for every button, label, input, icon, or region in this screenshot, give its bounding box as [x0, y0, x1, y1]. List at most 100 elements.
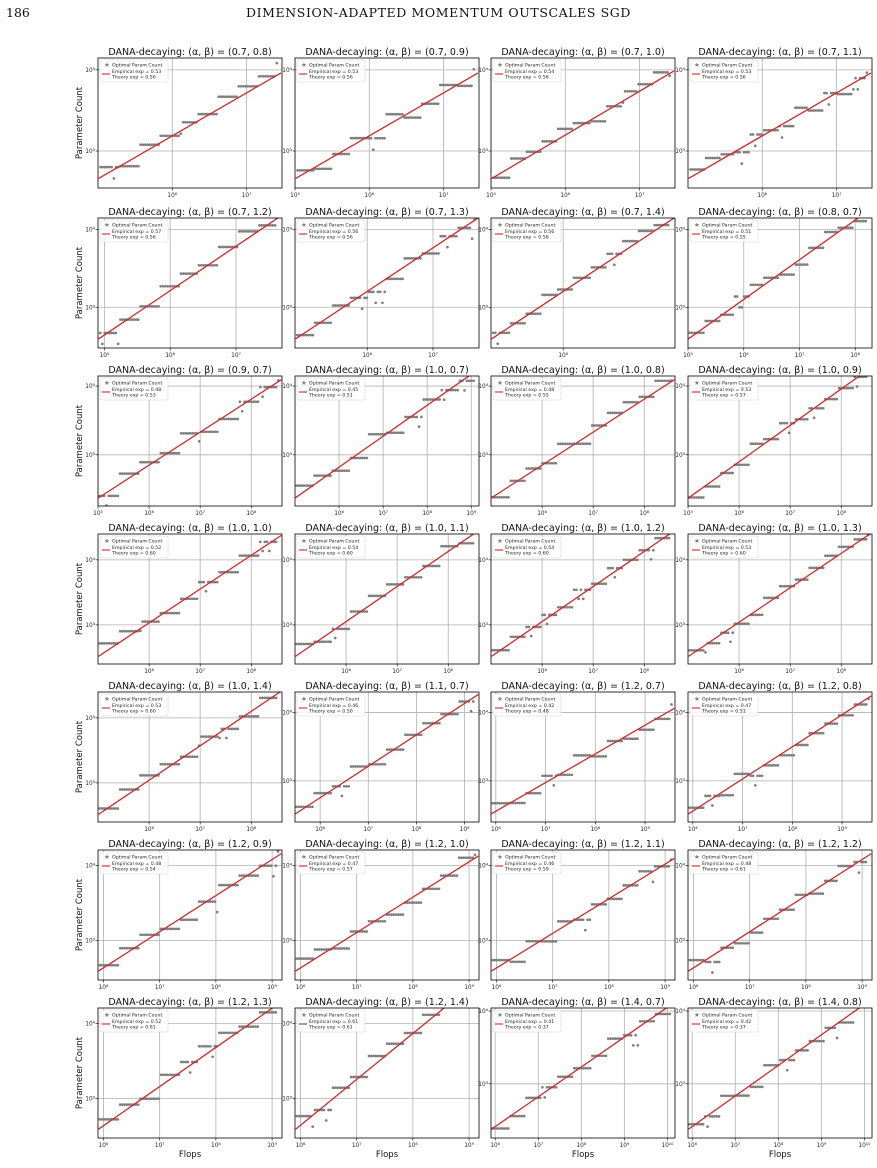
data-point: [765, 437, 768, 441]
data-point: [504, 495, 508, 499]
data-point: [523, 479, 526, 483]
data-point: [103, 165, 107, 169]
data-point: [559, 442, 562, 446]
data-point: [523, 321, 526, 325]
data-point: [753, 283, 757, 287]
data-point: [170, 611, 174, 615]
data-point: [538, 625, 542, 629]
data-point: [118, 946, 122, 950]
data-point: [657, 223, 661, 227]
y-tick-label: 10⁴: [85, 226, 95, 233]
data-point: [233, 883, 237, 887]
data-point: [387, 112, 391, 116]
data-point: [143, 774, 147, 777]
data-point: [141, 143, 145, 147]
data-point: [630, 89, 634, 93]
x-tick-label: 10⁶: [757, 192, 767, 199]
legend-theory-exp: Theory exp = 0.57: [308, 867, 353, 873]
data-point: [767, 764, 771, 767]
data-point: [258, 540, 262, 544]
data-point: [231, 1031, 235, 1035]
data-point: [584, 754, 587, 757]
data-point: [191, 597, 194, 601]
data-point: [787, 908, 791, 912]
data-point: [141, 305, 145, 308]
data-point: [244, 84, 247, 88]
data-point: [829, 91, 833, 95]
data-point: [379, 762, 382, 766]
data-point: [250, 84, 254, 88]
data-point: [403, 257, 407, 260]
data-point: [623, 89, 627, 93]
data-point: [817, 406, 820, 410]
data-point: [601, 266, 605, 269]
data-point: [175, 611, 178, 615]
data-point: [177, 134, 180, 138]
fit-line: [491, 534, 671, 657]
chart-panel: DANA-decaying: (α, β) = (1.2, 1.1)10⁶ 10⁷…: [478, 839, 676, 991]
data-point: [186, 918, 190, 922]
data-point: [401, 277, 404, 281]
data-point: [116, 963, 120, 967]
data-point: [260, 1011, 264, 1014]
data-point: [139, 933, 142, 937]
data-point: [369, 136, 373, 140]
x-axis-label: Flops: [376, 1150, 399, 1160]
data-point: [846, 386, 850, 390]
data-point: [116, 1118, 120, 1121]
data-point: [744, 463, 748, 467]
data-point: [812, 416, 816, 420]
data-point: [197, 440, 201, 443]
data-point: [525, 1096, 528, 1100]
data-point: [254, 714, 258, 718]
data-point: [702, 331, 705, 335]
data-point: [401, 431, 405, 435]
data-point: [143, 620, 147, 623]
data-point: [376, 136, 380, 140]
data-point: [297, 642, 301, 646]
fit-line: [688, 1008, 861, 1130]
chart-panel: DANA-decaying: (α, β) = (0.8, 0.7)10⁵ 10⁶…: [675, 207, 873, 359]
data-point: [570, 127, 573, 131]
data-point: [749, 283, 753, 287]
data-point: [206, 1044, 210, 1048]
data-point: [575, 754, 578, 757]
data-point: [434, 102, 438, 106]
data-point: [419, 575, 423, 579]
data-point: [277, 991, 280, 994]
data-point: [726, 946, 730, 950]
data-point: [130, 472, 133, 475]
data-point: [769, 1063, 773, 1067]
data-point: [572, 121, 576, 125]
data-point: [308, 805, 312, 809]
data-point: [416, 116, 420, 119]
data-point: [710, 1115, 714, 1118]
data-point: [221, 95, 225, 99]
data-point: [430, 887, 434, 891]
data-point: [238, 1025, 242, 1028]
data-point: [864, 703, 868, 706]
data-point: [311, 169, 315, 172]
data-point: [123, 946, 127, 950]
data-point: [529, 634, 533, 638]
data-point: [783, 584, 787, 588]
data-point: [774, 437, 778, 441]
data-point: [107, 1118, 111, 1121]
data-point: [420, 415, 423, 419]
data-point: [726, 631, 730, 635]
data-point: [708, 319, 712, 323]
data-point: [152, 305, 156, 308]
data-point: [263, 696, 267, 700]
data-point: [832, 230, 836, 234]
data-point: [415, 1031, 418, 1035]
data-point: [200, 900, 203, 903]
data-point: [579, 276, 583, 280]
data-point: [261, 696, 264, 700]
data-point: [764, 128, 768, 132]
data-point: [378, 136, 382, 140]
data-point: [615, 411, 619, 415]
data-point: [545, 622, 549, 626]
data-point: [217, 245, 221, 249]
